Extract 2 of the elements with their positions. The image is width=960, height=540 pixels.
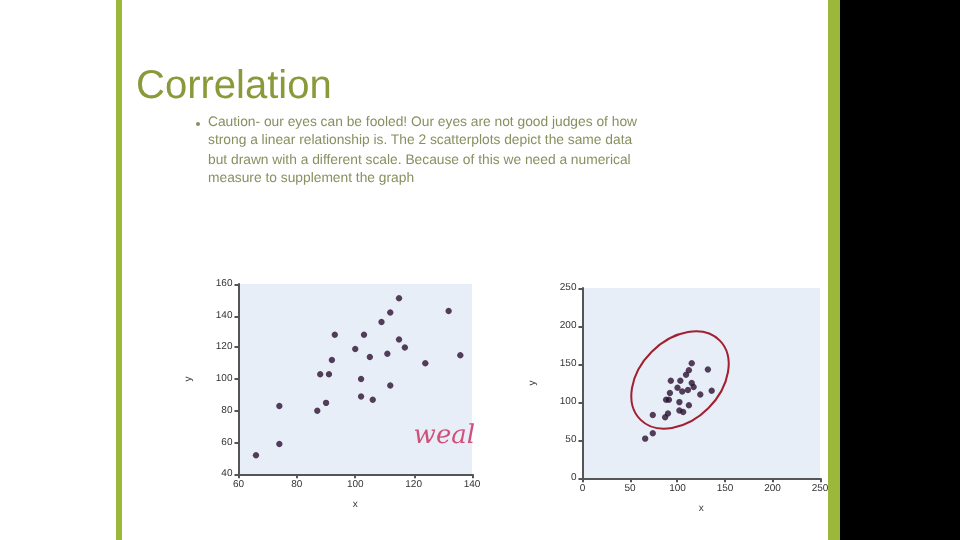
annotation: weal xyxy=(413,421,476,452)
chart-title: Correlation xyxy=(136,64,332,110)
